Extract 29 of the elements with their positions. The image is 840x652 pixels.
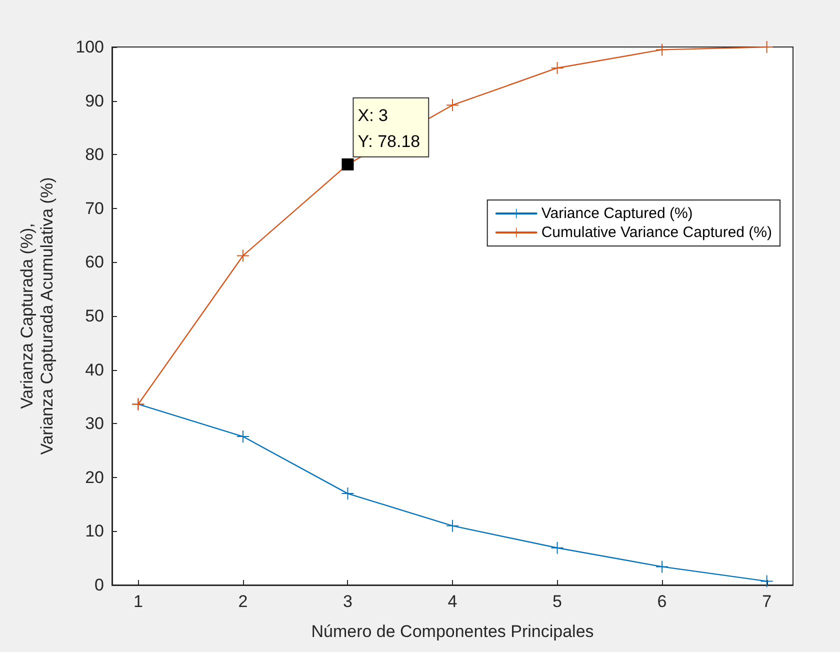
x-tick-label: 2 (238, 592, 248, 611)
y-tick-label: 10 (85, 522, 104, 541)
y-tick-label: 80 (85, 145, 104, 164)
point (656, 44, 668, 56)
x-tick-label: 1 (133, 592, 143, 611)
y-tick-label: 50 (85, 306, 104, 326)
annotation: X: 3 Y: 78.18 (358, 106, 420, 151)
x-axis-title: Número de Componentes Principales (311, 622, 594, 641)
point (446, 520, 458, 532)
legend-label: Cumulative Variance Captured (%) (541, 224, 772, 241)
point (760, 41, 773, 53)
y-axis-title: Varianza Capturada (%), Varianza Capturada Acumulativa (%) (18, 177, 56, 455)
point (656, 560, 668, 573)
y-tick-label: 100 (76, 38, 104, 56)
x-tick-label: 7 (762, 592, 772, 611)
x-tick-label: 4 (448, 592, 458, 611)
point (236, 430, 249, 443)
x-tick-label: 5 (552, 592, 562, 611)
y-tick-label: 30 (85, 414, 104, 434)
y-tick-label: 90 (85, 91, 104, 110)
y-tick-label: 40 (85, 360, 104, 380)
y-tick-label: 20 (85, 468, 104, 487)
y-tick-label: 0 (94, 576, 104, 594)
y-tick-label: 70 (85, 198, 104, 218)
legend-label: Variance Captured (%) (541, 205, 693, 222)
point (446, 99, 458, 112)
x-tick-label: 6 (657, 592, 667, 611)
x-tick-label: 3 (342, 592, 352, 611)
y-tick-label: 60 (85, 252, 104, 272)
